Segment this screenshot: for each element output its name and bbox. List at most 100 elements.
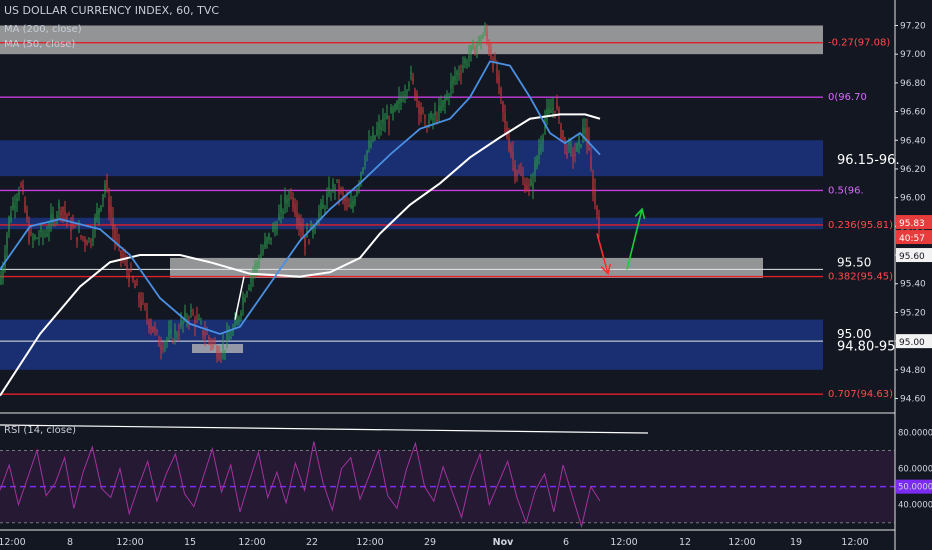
candle-body[interactable] — [472, 41, 474, 49]
candle-body[interactable] — [130, 269, 132, 271]
candle-body[interactable] — [240, 312, 242, 317]
candle-body[interactable] — [100, 205, 102, 210]
zone-2[interactable] — [0, 217, 823, 230]
candle-body[interactable] — [282, 211, 284, 215]
candle-body[interactable] — [148, 320, 150, 328]
candle-body[interactable] — [298, 216, 300, 225]
candle-body[interactable] — [44, 234, 46, 236]
candle-body[interactable] — [28, 227, 30, 243]
candle-body[interactable] — [140, 300, 142, 308]
candle-body[interactable] — [106, 179, 108, 188]
candle-body[interactable] — [222, 344, 224, 350]
candle-body[interactable] — [426, 129, 428, 132]
candle-body[interactable] — [302, 228, 304, 236]
candle-body[interactable] — [266, 237, 268, 244]
candle-body[interactable] — [448, 96, 450, 98]
candle-body[interactable] — [576, 142, 578, 152]
candle-body[interactable] — [354, 198, 356, 204]
candle-body[interactable] — [534, 160, 536, 174]
ma50-legend[interactable]: MA (50, close) — [4, 39, 76, 50]
candle-body[interactable] — [478, 36, 480, 42]
candle-body[interactable] — [256, 262, 258, 268]
candle-body[interactable] — [556, 102, 558, 109]
rsi-pane[interactable] — [0, 424, 895, 529]
candle-body[interactable] — [358, 183, 360, 189]
candle-body[interactable] — [496, 68, 498, 81]
candle-body[interactable] — [274, 226, 276, 231]
candle-body[interactable] — [228, 335, 230, 340]
candle-body[interactable] — [176, 334, 178, 336]
candle-body[interactable] — [562, 130, 564, 139]
candle-body[interactable] — [20, 184, 22, 187]
candle-body[interactable] — [482, 35, 484, 39]
candle-body[interactable] — [332, 182, 334, 189]
candle-body[interactable] — [582, 127, 584, 136]
candle-body[interactable] — [480, 42, 482, 44]
candle-body[interactable] — [560, 125, 562, 138]
candle-body[interactable] — [346, 200, 348, 202]
candle-body[interactable] — [16, 198, 18, 201]
candle-body[interactable] — [38, 237, 40, 239]
candle-body[interactable] — [284, 195, 286, 204]
candle-body[interactable] — [530, 179, 532, 186]
candle-body[interactable] — [386, 115, 388, 120]
rsi-legend[interactable]: RSI (14, close) — [4, 425, 77, 436]
candle-body[interactable] — [2, 266, 4, 279]
ma50-line[interactable] — [0, 60, 601, 335]
candle-body[interactable] — [344, 198, 346, 202]
candle-body[interactable] — [164, 343, 166, 345]
candle-body[interactable] — [288, 198, 290, 201]
candle-body[interactable] — [456, 71, 458, 76]
candle-body[interactable] — [8, 216, 10, 233]
candle-body[interactable] — [74, 226, 76, 228]
candle-body[interactable] — [280, 203, 282, 213]
candle-body[interactable] — [390, 107, 392, 114]
candle-body[interactable] — [292, 197, 294, 208]
candle-body[interactable] — [236, 316, 238, 326]
candle-body[interactable] — [450, 81, 452, 89]
candle-body[interactable] — [188, 319, 190, 321]
candle-body[interactable] — [88, 238, 90, 240]
candle-body[interactable] — [48, 229, 50, 232]
candle-body[interactable] — [500, 87, 502, 96]
candle-body[interactable] — [510, 144, 512, 155]
candle-body[interactable] — [212, 340, 214, 343]
candle-body[interactable] — [202, 330, 204, 336]
candle-body[interactable] — [438, 105, 440, 111]
candle-body[interactable] — [492, 58, 494, 70]
candle-body[interactable] — [376, 129, 378, 135]
candle-body[interactable] — [362, 167, 364, 173]
rsi-trendline[interactable] — [0, 424, 649, 434]
candle-body[interactable] — [588, 138, 590, 151]
candle-body[interactable] — [566, 151, 568, 157]
candle-body[interactable] — [406, 91, 408, 93]
candle-body[interactable] — [338, 188, 340, 195]
candle-body[interactable] — [262, 249, 264, 254]
candle-body[interactable] — [42, 234, 44, 236]
candle-body[interactable] — [334, 187, 336, 190]
candle-body[interactable] — [92, 237, 94, 242]
candle-body[interactable] — [412, 76, 414, 82]
candle-body[interactable] — [318, 212, 320, 218]
candle-body[interactable] — [592, 176, 594, 196]
candle-body[interactable] — [460, 73, 462, 75]
candle-body[interactable] — [68, 214, 70, 216]
candle-body[interactable] — [548, 107, 550, 114]
candle-body[interactable] — [384, 122, 386, 124]
candle-body[interactable] — [94, 217, 96, 228]
candle-body[interactable] — [158, 340, 160, 347]
candle-body[interactable] — [436, 119, 438, 122]
candle-body[interactable] — [336, 179, 338, 181]
candle-body[interactable] — [10, 213, 12, 222]
candle-body[interactable] — [546, 108, 548, 115]
candle-body[interactable] — [594, 188, 596, 204]
candle-body[interactable] — [414, 88, 416, 99]
candle-body[interactable] — [522, 176, 524, 179]
candle-body[interactable] — [314, 228, 316, 230]
candle-body[interactable] — [206, 332, 208, 335]
candle-body[interactable] — [290, 192, 292, 194]
candle-body[interactable] — [350, 203, 352, 208]
candle-body[interactable] — [90, 243, 92, 245]
candle-body[interactable] — [200, 321, 202, 323]
candle-body[interactable] — [110, 206, 112, 218]
